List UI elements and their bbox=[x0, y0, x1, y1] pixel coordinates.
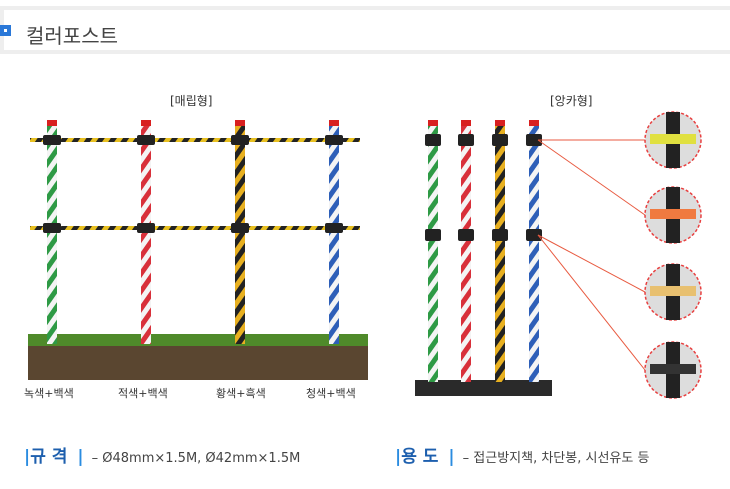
post-bracket bbox=[492, 229, 508, 241]
post-bracket bbox=[492, 134, 508, 146]
post-label-green: 녹색+백색 bbox=[24, 387, 74, 400]
rope-clamp bbox=[325, 135, 343, 145]
post-bracket bbox=[458, 134, 474, 146]
post-cap bbox=[461, 120, 471, 126]
barrier-rope bbox=[30, 138, 360, 142]
anchor-post bbox=[529, 122, 539, 382]
post-bracket bbox=[526, 229, 542, 241]
post-cap bbox=[235, 120, 245, 126]
callout-line bbox=[537, 139, 646, 216]
post-cap bbox=[428, 120, 438, 126]
post-cap bbox=[47, 120, 57, 126]
rope-clamp bbox=[325, 223, 343, 233]
anchor-base-plate bbox=[482, 380, 518, 396]
bullet-square-icon bbox=[0, 25, 11, 36]
usage-heading: 용 도 bbox=[401, 447, 439, 467]
rope-clamp bbox=[137, 223, 155, 233]
spec-row: |규 격 | – Ø48mm×1.5M, Ø42mm×1.5M bbox=[24, 447, 301, 467]
spec-heading: 규 격 bbox=[30, 447, 68, 467]
rope-clamp bbox=[137, 135, 155, 145]
post-label-blue: 청색+백색 bbox=[306, 387, 356, 400]
anchor-post bbox=[428, 122, 438, 382]
post-label-yellow: 황색+흑색 bbox=[216, 387, 266, 400]
post-bracket bbox=[425, 134, 441, 146]
rope-clamp bbox=[43, 135, 61, 145]
anchor-type-label: [앙카형] bbox=[550, 94, 593, 108]
detail-connector bbox=[650, 286, 696, 296]
post-label-red: 적색+백색 bbox=[118, 387, 168, 400]
anchor-base-plate bbox=[448, 380, 484, 396]
anchor-base-plate bbox=[516, 380, 552, 396]
post-cap bbox=[529, 120, 539, 126]
anchor-base-plate bbox=[415, 380, 451, 396]
post-cap bbox=[141, 120, 151, 126]
anchor-post bbox=[495, 122, 505, 382]
anchor-post bbox=[461, 122, 471, 382]
buried-type-label: [매립형] bbox=[170, 94, 213, 108]
usage-row: |용 도 | – 접근방지책, 차단봉, 시선유도 등 bbox=[395, 447, 650, 467]
soil bbox=[28, 340, 368, 380]
grass bbox=[28, 334, 368, 346]
post-bracket bbox=[526, 134, 542, 146]
section-header bbox=[0, 6, 730, 54]
post-bracket bbox=[458, 229, 474, 241]
callout-line bbox=[537, 234, 646, 293]
detail-connector bbox=[650, 364, 696, 374]
rope-clamp bbox=[231, 135, 249, 145]
post-bracket bbox=[425, 229, 441, 241]
barrier-rope bbox=[30, 226, 360, 230]
callout-line bbox=[537, 234, 646, 371]
detail-connector bbox=[650, 209, 696, 219]
usage-text: – 접근방지책, 차단봉, 시선유도 등 bbox=[462, 451, 650, 466]
page-title: 컬러포스트 bbox=[26, 24, 118, 48]
spec-text: – Ø48mm×1.5M, Ø42mm×1.5M bbox=[91, 451, 301, 466]
rope-clamp bbox=[231, 223, 249, 233]
post-cap bbox=[329, 120, 339, 126]
post-cap bbox=[495, 120, 505, 126]
rope-clamp bbox=[43, 223, 61, 233]
detail-connector bbox=[650, 134, 696, 144]
